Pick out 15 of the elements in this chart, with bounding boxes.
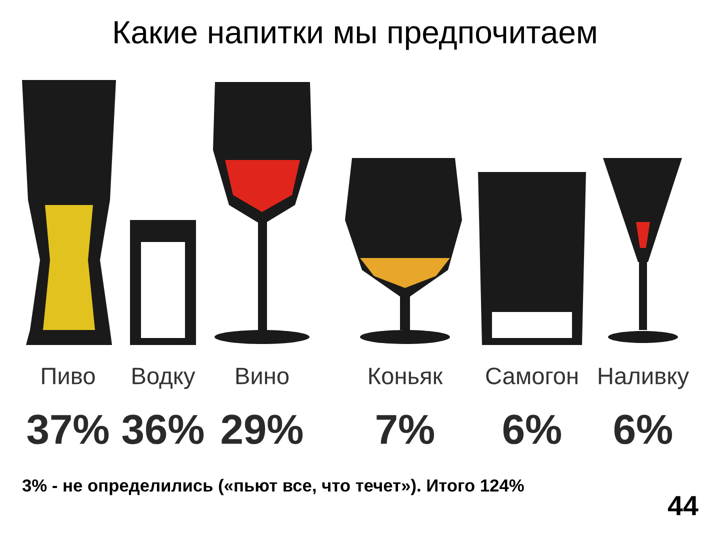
category-label: Пиво <box>42 368 95 384</box>
data-label: 6% <box>614 414 672 444</box>
category-label: Вино <box>236 368 289 384</box>
data-label: 6% <box>503 414 562 444</box>
category-label: Самогон <box>486 368 578 384</box>
category-label: Наливку <box>598 368 690 390</box>
category-label: Водку <box>132 368 196 390</box>
data-label: 7% <box>376 414 434 444</box>
text: Какие напитки мы предпочитаем <box>114 21 596 50</box>
text: 44 <box>668 496 698 516</box>
data-label: 29% <box>222 414 303 444</box>
text: 3% - не определились («пьют все, что течет»). Итого 124% <box>22 478 524 496</box>
data-label: 36% <box>122 414 204 444</box>
category-label: Коньяк <box>369 368 443 384</box>
data-label: 37% <box>27 414 109 444</box>
